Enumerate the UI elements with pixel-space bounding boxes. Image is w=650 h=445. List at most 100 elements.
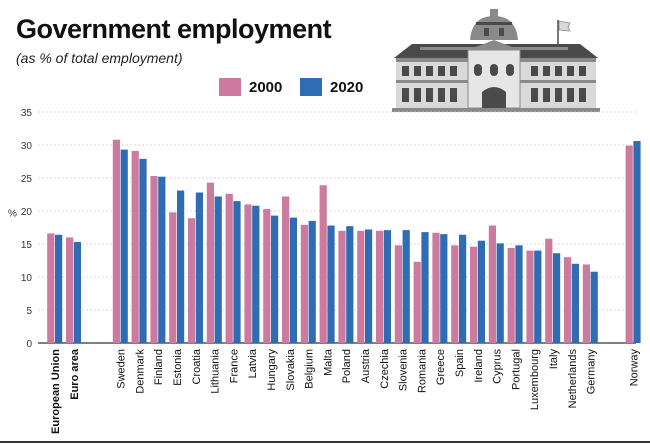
y-tick-label: 35 — [21, 108, 33, 119]
bar-2000-euro-area — [66, 237, 74, 343]
bar-2020-austria — [365, 229, 373, 343]
bar-2000-netherlands — [564, 257, 572, 343]
x-tick-label: Luxembourg — [529, 349, 541, 410]
bar-2000-austria — [357, 230, 365, 343]
x-tick-label: Greece — [435, 349, 447, 385]
legend-item-2020: 2020 — [300, 78, 363, 96]
legend-item-2000: 2000 — [219, 78, 282, 96]
bar-2000-european-union — [47, 233, 55, 343]
bar-2000-slovakia — [282, 196, 290, 343]
x-tick-label: Cyprus — [492, 349, 504, 384]
legend-swatch-2020 — [300, 78, 322, 96]
x-tick-label: Netherlands — [567, 349, 579, 409]
bar-2020-ireland — [477, 240, 485, 343]
x-tick-label: European Union — [50, 349, 62, 434]
y-tick-label: 10 — [21, 273, 33, 284]
bar-2020-poland — [346, 226, 354, 343]
bar-2000-poland — [338, 230, 346, 343]
bar-2000-denmark — [131, 150, 139, 343]
bar-2000-italy — [545, 238, 553, 343]
x-tick-label: Austria — [360, 348, 372, 383]
bar-2020-european-union — [55, 234, 63, 343]
bar-2000-portugal — [507, 247, 515, 343]
bar-2020-romania — [421, 232, 429, 343]
bar-2000-latvia — [244, 204, 252, 343]
bar-2020-portugal — [515, 245, 523, 343]
bar-2000-sweden — [112, 139, 120, 343]
bar-2020-latvia — [252, 205, 260, 343]
bar-2000-lithuania — [206, 182, 214, 343]
bar-2020-sweden — [120, 149, 128, 343]
y-tick-label: 15 — [21, 240, 33, 251]
x-tick-label: Poland — [341, 349, 353, 383]
bar-2020-germany — [590, 271, 598, 343]
bar-2020-denmark — [139, 158, 147, 343]
bar-2000-ireland — [470, 246, 478, 343]
x-tick-label: Lithuania — [210, 348, 222, 394]
x-tick-label: Hungary — [266, 349, 278, 391]
bottom-rule — [0, 441, 650, 443]
x-tick-label: Ireland — [473, 349, 485, 383]
bar-chart: 0 5 10 15 20 25 30 35% European Union Euro area Sw… — [8, 108, 641, 434]
bar-2020-hungary — [271, 215, 279, 343]
bar-2020-slovakia — [289, 217, 297, 343]
bar-2000-romania — [413, 261, 421, 343]
bar-2000-cyprus — [488, 225, 496, 343]
bar-2020-cyprus — [496, 243, 504, 343]
bar-2020-netherlands — [571, 263, 579, 343]
bar-2020-malta — [327, 225, 335, 343]
x-tick-label: Romania — [416, 348, 428, 393]
y-axis-label: % — [8, 208, 17, 219]
legend-label-2020: 2020 — [330, 78, 364, 96]
bar-2020-france — [233, 201, 241, 343]
x-tick-label: Belgium — [304, 349, 316, 389]
x-tick-label: Slovakia — [285, 348, 297, 390]
x-tick-label: Denmark — [134, 349, 146, 394]
bar-2020-spain — [459, 234, 467, 343]
x-tick-label: Estonia — [172, 348, 184, 386]
bar-2020-belgium — [308, 220, 316, 343]
bar-2020-estonia — [177, 190, 185, 343]
y-tick-label: 20 — [21, 207, 33, 218]
bar-2000-estonia — [169, 212, 177, 343]
bar-2020-italy — [553, 253, 561, 343]
x-tick-label: Czechia — [379, 348, 391, 389]
bar-2000-luxembourg — [526, 250, 534, 343]
bar-2000-czechia — [376, 230, 384, 343]
bar-2020-slovenia — [402, 230, 410, 343]
bar-2020-croatia — [195, 192, 203, 343]
bar-2000-spain — [451, 245, 459, 343]
bar-2020-finland — [158, 176, 166, 343]
x-tick-label: Norway — [628, 349, 640, 387]
x-tick-label: Italy — [548, 349, 560, 370]
bar-2020-euro-area — [73, 242, 81, 343]
x-tick-label: Euro area — [69, 348, 81, 400]
bar-2020-norway — [633, 141, 641, 343]
y-tick-label: 30 — [21, 141, 33, 152]
bar-2000-greece — [432, 232, 440, 343]
x-tick-label: Portugal — [510, 349, 522, 390]
y-tick-label: 25 — [21, 174, 33, 185]
x-tick-label: Germany — [586, 349, 598, 395]
legend-swatch-2000 — [219, 78, 241, 96]
bar-2000-croatia — [188, 218, 196, 343]
bar-2000-slovenia — [394, 245, 402, 343]
bar-2000-hungary — [263, 209, 271, 343]
bar-2000-malta — [319, 185, 327, 343]
x-tick-label: Latvia — [247, 348, 259, 378]
bar-2000-germany — [582, 264, 590, 343]
x-tick-label: Finland — [153, 349, 165, 385]
x-tick-label: Sweden — [116, 349, 128, 389]
x-tick-label: France — [228, 349, 240, 383]
y-tick-label: 0 — [26, 339, 32, 350]
bar-2020-lithuania — [214, 196, 222, 343]
legend-label-2000: 2000 — [249, 78, 283, 96]
y-tick-label: 5 — [26, 306, 32, 317]
bar-2000-belgium — [300, 224, 308, 343]
x-tick-label: Spain — [454, 349, 466, 377]
x-tick-label: Malta — [322, 348, 334, 376]
bar-2000-norway — [625, 145, 633, 343]
x-tick-label: Slovenia — [398, 348, 410, 391]
x-tick-label: Croatia — [191, 348, 203, 384]
bar-2020-luxembourg — [534, 250, 542, 343]
